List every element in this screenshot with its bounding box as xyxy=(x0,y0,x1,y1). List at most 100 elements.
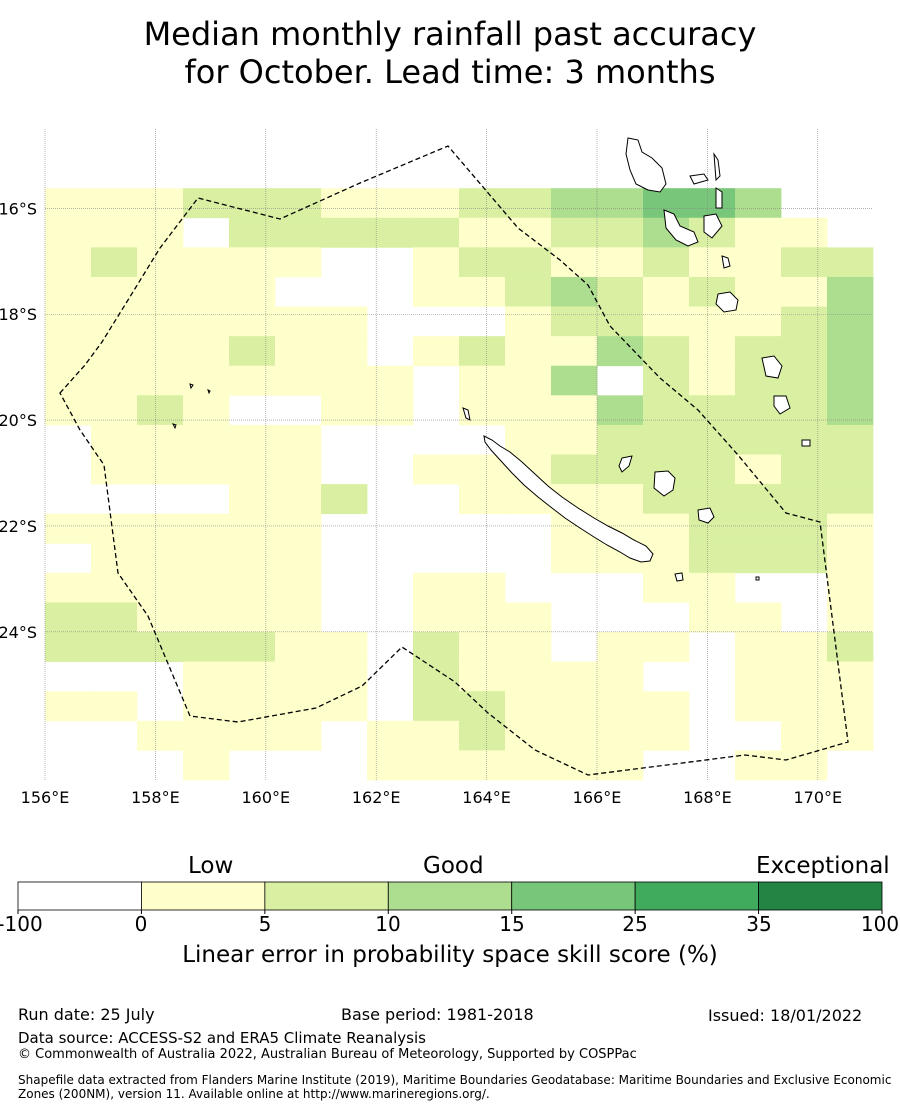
skill-cell xyxy=(137,572,184,603)
skill-cell xyxy=(45,691,92,722)
skill-cell xyxy=(413,750,460,781)
skill-cell xyxy=(91,247,138,278)
skill-cell xyxy=(275,336,322,367)
skill-cell xyxy=(597,217,644,248)
skill-cell xyxy=(551,306,598,337)
skill-cell xyxy=(643,691,690,722)
skill-cell xyxy=(551,217,598,248)
skill-cell xyxy=(643,632,690,663)
skill-cell xyxy=(459,454,506,485)
ambrym-island xyxy=(703,213,723,239)
skill-cell xyxy=(781,454,828,485)
aneityum-island xyxy=(801,439,811,447)
erromango-island xyxy=(761,355,783,379)
skill-cell xyxy=(551,365,598,396)
skill-cell xyxy=(91,217,138,248)
skill-cell xyxy=(229,454,276,485)
skill-cell xyxy=(183,454,230,485)
skill-cell xyxy=(229,572,276,603)
epi-island xyxy=(721,255,731,269)
skill-cell xyxy=(183,602,230,633)
skill-cell xyxy=(137,424,184,455)
colorbar-tick-label: 25 xyxy=(622,912,648,936)
longitude-tick-label: 170°E xyxy=(793,788,842,807)
skill-cell xyxy=(459,247,506,278)
skill-cell xyxy=(735,750,782,781)
skill-cell xyxy=(367,188,414,219)
latitude-tick-label: 16°S xyxy=(0,199,37,218)
skill-cell xyxy=(459,602,506,633)
skill-cell xyxy=(413,572,460,603)
skill-cell xyxy=(321,365,368,396)
skill-cell xyxy=(551,247,598,278)
colorbar-swatch xyxy=(511,881,636,911)
skill-cell xyxy=(459,217,506,248)
skill-cell xyxy=(735,276,782,307)
issued-date: Issued: 18/01/2022 xyxy=(708,1006,863,1025)
colorbar-tick-label: 0 xyxy=(134,912,148,936)
skill-cell xyxy=(137,513,184,544)
skill-cell xyxy=(137,543,184,574)
skill-cell xyxy=(183,188,230,219)
colorbar-swatch xyxy=(141,881,266,911)
skill-cell xyxy=(781,276,828,307)
latitude-tick-label: 22°S xyxy=(0,517,37,536)
skill-cell xyxy=(229,188,276,219)
efate-island xyxy=(715,291,739,313)
skill-cell xyxy=(183,632,230,663)
skill-cell xyxy=(183,424,230,455)
skill-cell xyxy=(551,720,598,751)
skill-cell xyxy=(45,632,92,663)
skill-cell xyxy=(643,424,690,455)
latitude-tick-label: 24°S xyxy=(0,623,37,642)
skill-cell xyxy=(597,306,644,337)
skill-cell xyxy=(597,632,644,663)
skill-cell xyxy=(597,484,644,515)
longitude-tick-label: 166°E xyxy=(573,788,622,807)
colorbar-label-exceptional: Exceptional xyxy=(756,853,890,879)
longitude-tick-label: 156°E xyxy=(21,788,70,807)
skill-cell xyxy=(183,661,230,692)
new-caledonia-island xyxy=(483,435,654,563)
skill-cell xyxy=(827,602,874,633)
skill-cell xyxy=(827,276,874,307)
skill-cell xyxy=(229,720,276,751)
skill-cell xyxy=(183,543,230,574)
skill-cell xyxy=(459,365,506,396)
skill-cell xyxy=(91,602,138,633)
skill-cell xyxy=(275,247,322,278)
skill-cell xyxy=(321,395,368,426)
skill-cell xyxy=(137,276,184,307)
hunter-island xyxy=(755,576,760,581)
skill-cell xyxy=(689,395,736,426)
skill-cell xyxy=(597,276,644,307)
skill-cell xyxy=(275,543,322,574)
skill-cell xyxy=(505,750,552,781)
skill-cell xyxy=(505,395,552,426)
loyalty-island-mare xyxy=(697,507,715,524)
loyalty-island-lifou xyxy=(653,470,676,497)
isle-of-pines xyxy=(674,572,684,582)
skill-cell xyxy=(459,484,506,515)
skill-cell xyxy=(505,217,552,248)
skill-cell xyxy=(183,395,230,426)
skill-cell xyxy=(45,188,92,219)
skill-cell xyxy=(229,602,276,633)
skill-cell xyxy=(735,188,782,219)
colorbar-swatch xyxy=(387,881,513,911)
skill-cell xyxy=(689,602,736,633)
skill-cell xyxy=(91,395,138,426)
skill-cell xyxy=(275,632,322,663)
skill-cell xyxy=(413,720,460,751)
skill-cell xyxy=(551,661,598,692)
skill-cell xyxy=(551,276,598,307)
skill-cell xyxy=(91,188,138,219)
longitude-tick-label: 158°E xyxy=(131,788,180,807)
skill-cell xyxy=(229,247,276,278)
colorbar-label-good: Good xyxy=(423,853,484,879)
copyright-notice: © Commonwealth of Australia 2022, Austra… xyxy=(18,1047,637,1062)
skill-cell xyxy=(735,661,782,692)
data-source: Data source: ACCESS-S2 and ERA5 Climate … xyxy=(18,1029,426,1047)
skill-cell xyxy=(91,454,138,485)
